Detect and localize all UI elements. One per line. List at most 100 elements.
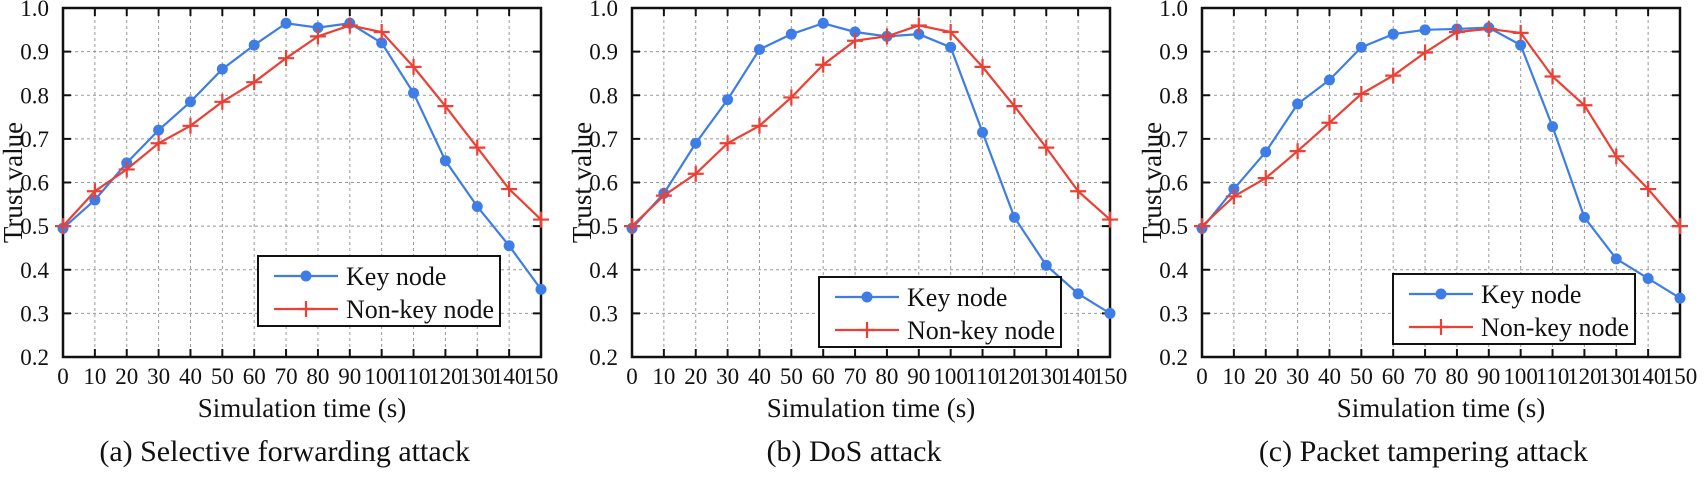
data-point-circle-icon — [1041, 259, 1053, 271]
data-point-plus-icon — [751, 117, 768, 134]
data-point-plus-icon — [118, 161, 135, 178]
data-point-plus-icon — [214, 93, 231, 110]
data-point-plus-icon — [783, 89, 800, 106]
data-point-plus-icon — [1352, 85, 1369, 102]
data-point-plus-icon — [150, 135, 167, 152]
data-point-circle-icon — [248, 39, 260, 51]
y-tick-label: 0.3 — [1159, 301, 1188, 326]
x-tick-label: 140 — [1631, 364, 1666, 389]
x-tick-label: 90 — [1477, 364, 1500, 389]
data-point-plus-icon — [1225, 188, 1242, 205]
y-tick-label: 0.9 — [20, 40, 49, 65]
x-tick-label: 110 — [1535, 364, 1569, 389]
x-tick-label: 130 — [1029, 364, 1064, 389]
data-point-circle-icon — [1546, 121, 1558, 133]
y-tick-label: 0.5 — [1159, 214, 1188, 239]
data-point-circle-icon — [1291, 98, 1303, 110]
x-tick-label: 110 — [397, 364, 431, 389]
x-tick-label: 110 — [966, 364, 1000, 389]
data-point-circle-icon — [1009, 211, 1021, 223]
y-tick-label: 1.0 — [590, 0, 619, 21]
data-point-circle-icon — [754, 43, 766, 55]
data-point-plus-icon — [1006, 98, 1023, 115]
x-tick-label: 120 — [997, 364, 1032, 389]
chart-c-caption: (c) Packet tampering attack — [1258, 435, 1588, 468]
y-tick-label: 0.8 — [590, 83, 619, 108]
x-tick-label: 90 — [338, 364, 361, 389]
y-tick-label: 0.3 — [20, 301, 49, 326]
data-point-circle-icon — [945, 41, 957, 53]
legend-box — [1391, 273, 1636, 345]
data-point-circle-icon — [439, 155, 451, 167]
legend: Key node Non-key node — [1391, 273, 1636, 345]
y-tick-label: 0.5 — [20, 214, 49, 239]
legend-box — [818, 276, 1063, 348]
y-axis-label: Trust value — [1139, 122, 1167, 243]
x-tick-label: 100 — [1503, 364, 1538, 389]
x-tick-label: 130 — [1599, 364, 1634, 389]
y-tick-label: 0.6 — [20, 171, 49, 196]
y-tick-label: 0.7 — [1159, 127, 1188, 152]
series-non-key-node — [624, 17, 1119, 235]
x-tick-label: 0 — [627, 364, 639, 389]
data-point-circle-icon — [1387, 28, 1399, 40]
data-point-plus-icon — [942, 23, 959, 40]
legend-plus-icon — [859, 322, 876, 338]
y-tick-label: 0.4 — [20, 258, 49, 283]
data-point-circle-icon — [503, 240, 515, 252]
data-point-plus-icon — [246, 74, 263, 91]
data-point-plus-icon — [1102, 211, 1119, 228]
series-non-key-node — [55, 17, 549, 235]
data-point-circle-icon — [1323, 74, 1335, 86]
x-tick-label: 140 — [492, 364, 527, 389]
x-tick-label: 60 — [812, 364, 835, 389]
x-tick-label: 50 — [1349, 364, 1372, 389]
x-tick-label: 0 — [57, 364, 69, 389]
series-key-node — [1196, 22, 1686, 304]
data-point-plus-icon — [373, 23, 390, 40]
data-point-plus-icon — [55, 218, 71, 235]
data-point-plus-icon — [719, 135, 736, 152]
data-point-circle-icon — [690, 137, 702, 149]
data-point-plus-icon — [405, 58, 422, 75]
data-point-plus-icon — [1321, 114, 1338, 131]
data-point-plus-icon — [182, 117, 199, 134]
legend-plus-icon — [1432, 319, 1449, 335]
x-tick-label: 30 — [716, 364, 739, 389]
data-point-plus-icon — [1448, 23, 1465, 40]
x-tick-label: 50 — [211, 364, 234, 389]
data-point-plus-icon — [1639, 181, 1656, 198]
data-point-plus-icon — [815, 56, 832, 73]
data-point-plus-icon — [437, 98, 454, 115]
legend-circle-icon — [861, 291, 873, 303]
data-point-plus-icon — [533, 211, 549, 228]
legend-box — [257, 255, 501, 327]
tick-marks — [631, 7, 1112, 358]
x-tick-label: 40 — [179, 364, 202, 389]
data-point-circle-icon — [153, 124, 165, 136]
data-point-plus-icon — [847, 32, 864, 49]
x-tick-label: 150 — [1662, 364, 1697, 389]
data-point-circle-icon — [722, 94, 734, 106]
y-tick-label: 0.5 — [590, 214, 619, 239]
x-tick-label: 10 — [1222, 364, 1245, 389]
legend-label: Non-key node — [1481, 313, 1629, 342]
data-point-plus-icon — [1038, 139, 1055, 156]
x-tick-label: 60 — [243, 364, 266, 389]
data-point-plus-icon — [1671, 218, 1688, 235]
x-tick-label: 120 — [428, 364, 463, 389]
data-point-plus-icon — [309, 28, 326, 45]
data-point-plus-icon — [1607, 148, 1624, 165]
legend-label: Key node — [346, 262, 446, 291]
x-tick-label: 80 — [876, 364, 899, 389]
y-tick-label: 0.6 — [1159, 171, 1188, 196]
data-point-plus-icon — [624, 218, 641, 235]
y-tick-labels: 0.2 0.3 0.4 0.5 0.6 0.7 0.8 0.9 1.0 — [590, 0, 619, 370]
data-point-circle-icon — [849, 26, 861, 38]
data-point-plus-icon — [974, 58, 991, 75]
x-tick-label: 10 — [653, 364, 676, 389]
data-point-circle-icon — [1642, 272, 1654, 284]
